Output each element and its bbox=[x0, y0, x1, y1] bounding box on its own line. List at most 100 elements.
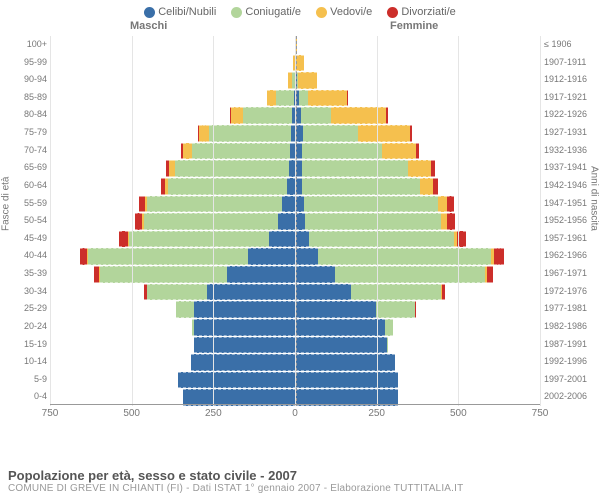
legend-label: Divorziati/e bbox=[401, 6, 455, 18]
x-tick: 250 bbox=[368, 408, 385, 419]
birth-label: ≤ 1906 bbox=[540, 36, 600, 54]
legend-label: Vedovi/e bbox=[330, 6, 372, 18]
birth-label: 1922-1926 bbox=[540, 106, 600, 124]
header-male: Maschi bbox=[130, 20, 167, 32]
x-tick: 0 bbox=[292, 408, 298, 419]
age-label: 50-54 bbox=[1, 212, 51, 230]
bar-female bbox=[296, 107, 388, 124]
bar-male bbox=[230, 107, 295, 124]
birth-label: 1942-1946 bbox=[540, 177, 600, 195]
birth-label: 1937-1941 bbox=[540, 159, 600, 177]
swatch-coniugati bbox=[231, 7, 242, 18]
bar-female bbox=[296, 160, 435, 177]
x-tick: 250 bbox=[205, 408, 222, 419]
age-label: 40-44 bbox=[1, 247, 51, 265]
header-female: Femmine bbox=[390, 20, 438, 32]
bar-female bbox=[296, 231, 467, 248]
x-gridline bbox=[458, 36, 459, 406]
bar-male bbox=[144, 284, 295, 301]
age-label: 75-79 bbox=[1, 124, 51, 142]
swatch-divorziati bbox=[387, 7, 398, 18]
center-axis bbox=[296, 36, 297, 406]
bar-male bbox=[178, 372, 296, 389]
age-label: 15-19 bbox=[1, 336, 51, 354]
birth-label: 1967-1971 bbox=[540, 265, 600, 283]
age-label: 95-99 bbox=[1, 54, 51, 72]
x-tick: 500 bbox=[450, 408, 467, 419]
x-gridline bbox=[132, 36, 133, 406]
birth-label: 1962-1966 bbox=[540, 247, 600, 265]
bar-female bbox=[296, 72, 318, 89]
bar-male bbox=[191, 354, 296, 371]
bar-female bbox=[296, 319, 394, 336]
plot-area: 100+≤ 190695-991907-191190-941912-191685… bbox=[50, 36, 540, 406]
age-label: 70-74 bbox=[1, 142, 51, 160]
age-label: 45-49 bbox=[1, 230, 51, 248]
x-axis-ticks: 7505002500250500750 bbox=[50, 408, 540, 426]
x-gridline bbox=[377, 36, 378, 406]
bar-male bbox=[135, 213, 296, 230]
birth-label: 1992-1996 bbox=[540, 353, 600, 371]
birth-label: 1987-1991 bbox=[540, 336, 600, 354]
birth-label: 1977-1981 bbox=[540, 300, 600, 318]
chart-subtitle: COMUNE DI GREVE IN CHIANTI (FI) - Dati I… bbox=[8, 483, 592, 494]
legend: Celibi/Nubili Coniugati/e Vedovi/e Divor… bbox=[0, 0, 600, 20]
birth-label: 1912-1916 bbox=[540, 71, 600, 89]
bar-male bbox=[161, 178, 296, 195]
birth-label: 1952-1956 bbox=[540, 212, 600, 230]
age-label: 90-94 bbox=[1, 71, 51, 89]
footer: Popolazione per età, sesso e stato civil… bbox=[8, 468, 592, 494]
swatch-vedovi bbox=[316, 7, 327, 18]
age-label: 10-14 bbox=[1, 353, 51, 371]
legend-item: Coniugati/e bbox=[231, 6, 301, 18]
legend-item: Divorziati/e bbox=[387, 6, 455, 18]
bar-male bbox=[181, 143, 296, 160]
bar-female bbox=[296, 248, 504, 265]
bar-male bbox=[194, 337, 295, 354]
birth-label: 1957-1961 bbox=[540, 230, 600, 248]
bar-female bbox=[296, 266, 494, 283]
age-label: 85-89 bbox=[1, 89, 51, 107]
bar-female bbox=[296, 213, 455, 230]
birth-label: 1982-1986 bbox=[540, 318, 600, 336]
chart-container: Celibi/Nubili Coniugati/e Vedovi/e Divor… bbox=[0, 0, 600, 500]
bar-female bbox=[296, 354, 396, 371]
age-label: 80-84 bbox=[1, 106, 51, 124]
age-label: 0-4 bbox=[1, 388, 51, 406]
bar-female bbox=[296, 125, 413, 142]
bar-male bbox=[267, 90, 295, 107]
birth-label: 1907-1911 bbox=[540, 54, 600, 72]
bar-male bbox=[139, 196, 295, 213]
birth-label: 1927-1931 bbox=[540, 124, 600, 142]
legend-item: Celibi/Nubili bbox=[144, 6, 216, 18]
bar-female bbox=[296, 90, 348, 107]
x-gridline bbox=[50, 36, 51, 406]
bar-male bbox=[80, 248, 296, 265]
x-tick: 750 bbox=[532, 408, 549, 419]
birth-label: 1932-1936 bbox=[540, 142, 600, 160]
legend-item: Vedovi/e bbox=[316, 6, 372, 18]
age-label: 100+ bbox=[1, 36, 51, 54]
x-gridline bbox=[213, 36, 214, 406]
legend-label: Celibi/Nubili bbox=[158, 6, 216, 18]
age-label: 5-9 bbox=[1, 371, 51, 389]
birth-label: 2002-2006 bbox=[540, 388, 600, 406]
age-label: 60-64 bbox=[1, 177, 51, 195]
bar-female bbox=[296, 143, 419, 160]
bar-female bbox=[296, 55, 305, 72]
swatch-celibi bbox=[144, 7, 155, 18]
x-tick: 750 bbox=[42, 408, 59, 419]
legend-label: Coniugati/e bbox=[245, 6, 301, 18]
birth-label: 1997-2001 bbox=[540, 371, 600, 389]
bar-male bbox=[192, 319, 296, 336]
age-label: 35-39 bbox=[1, 265, 51, 283]
birth-label: 1972-1976 bbox=[540, 283, 600, 301]
age-label: 30-34 bbox=[1, 283, 51, 301]
birth-label: 1917-1921 bbox=[540, 89, 600, 107]
bar-female bbox=[296, 284, 445, 301]
age-label: 55-59 bbox=[1, 195, 51, 213]
bar-male bbox=[198, 125, 296, 142]
population-pyramid: Fasce di età Anni di nascita 100+≤ 19069… bbox=[0, 36, 600, 426]
birth-label: 1947-1951 bbox=[540, 195, 600, 213]
bar-male bbox=[94, 266, 296, 283]
